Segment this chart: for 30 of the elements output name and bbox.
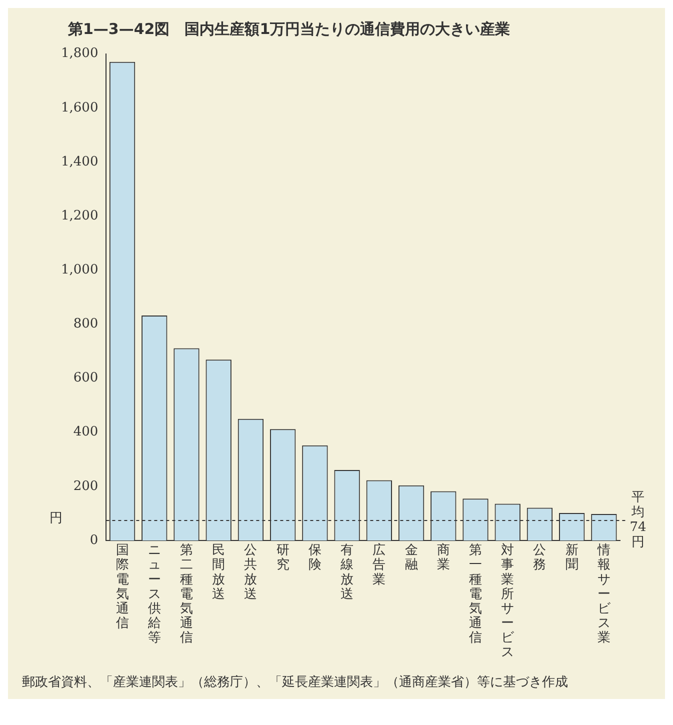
x-tick-label: 情報サービス業 — [596, 543, 612, 646]
x-tick-label: ニュース供給等 — [146, 543, 161, 646]
x-tick-label: 民間放送 — [212, 543, 226, 602]
y-tick-label: 400 — [73, 424, 98, 440]
y-tick-label: 600 — [73, 370, 98, 386]
x-tick-label: 保険 — [308, 543, 322, 573]
x-tick-label: 有線放送 — [340, 543, 354, 602]
y-tick-label: 1,600 — [61, 100, 98, 116]
y-tick-label: 1,800 — [61, 46, 98, 62]
x-tick-label: 商業 — [436, 543, 450, 573]
y-tick-label: 800 — [73, 316, 98, 332]
x-tick-label: 対事業所サービス — [501, 542, 516, 660]
x-tick-label: 広告業 — [372, 542, 386, 588]
x-tick-label: 新聞 — [565, 543, 578, 573]
x-tick-label: 金融 — [404, 543, 418, 573]
x-tick-label: 公共放送 — [244, 543, 258, 602]
chart-title: 第1—3—42図 国内生産額1万円当たりの通信費用の大きい産業 — [67, 19, 512, 40]
ref-line-label: 平均74円 — [630, 490, 646, 550]
x-tick-label: 国際電気通信 — [116, 543, 129, 631]
y-tick-label: 1,400 — [61, 154, 98, 170]
y-tick-label: 1,200 — [61, 208, 98, 224]
x-tick-label: 第二種電気通信 — [180, 543, 193, 646]
y-tick-label: 0 — [90, 532, 98, 548]
y-axis-title: 円 — [50, 510, 63, 526]
y-tick-label: 1,000 — [61, 262, 98, 278]
y-tick-label: 200 — [73, 478, 98, 494]
x-tick-label: 第一種電気通信 — [469, 543, 482, 646]
text: 郵政省資料、「産業連関表」（総務庁）、「延長産業連関表」（通商産業省）等に基づき作成 — [21, 674, 569, 692]
x-tick-label: 研究 — [276, 543, 290, 573]
x-tick-label: 公務 — [533, 543, 546, 573]
